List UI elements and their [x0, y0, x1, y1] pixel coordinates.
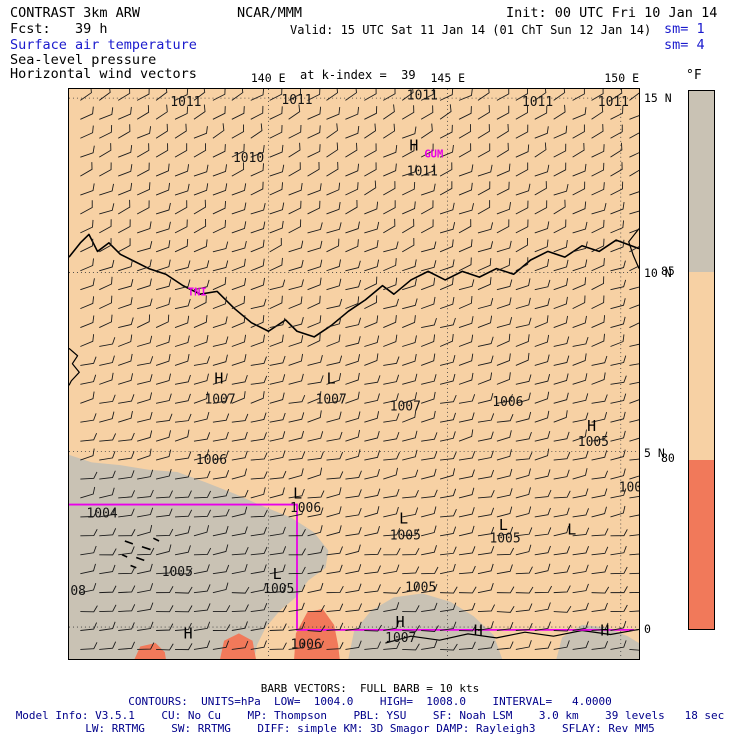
- pressure-value-label: 1005: [489, 532, 520, 547]
- high-marker: H: [587, 417, 596, 435]
- colorbar-segment: [689, 91, 714, 273]
- pressure-contour: [385, 628, 639, 644]
- model-title: CONTRAST 3km ARW: [10, 5, 141, 21]
- island-coastline: [153, 537, 160, 542]
- pressure-contour: [69, 347, 80, 386]
- island-coastline: [141, 545, 151, 551]
- pressure-contour: [69, 233, 639, 338]
- pressure-value-label: 08: [70, 584, 86, 599]
- pressure-value-label: 1011: [522, 95, 553, 110]
- low-marker: L: [567, 521, 576, 539]
- forecast-hour: Fcst: 39 h: [10, 21, 108, 37]
- pressure-value-label: 1004: [87, 507, 118, 522]
- field-temperature-label: Surface air temperature: [10, 37, 197, 53]
- pressure-value-label: 1005: [578, 435, 609, 450]
- inner-domain-boundary: [69, 503, 634, 631]
- pressure-value-label: 1006: [290, 501, 321, 516]
- high-marker: H: [184, 624, 193, 642]
- colorbar-tick-label: 85: [661, 263, 675, 278]
- station-label: GUM: [424, 148, 443, 160]
- lat-tick-label: 10 N: [644, 266, 672, 281]
- high-marker: H: [214, 370, 223, 388]
- lon-tick-label: 140 E: [250, 71, 286, 85]
- model-info-2: LW: RRTMG SW: RRTMG DIFF: simple KM: 3D …: [85, 722, 655, 735]
- colorbar-segment: [689, 272, 714, 460]
- high-marker: H: [600, 622, 609, 640]
- pressure-value-label: 1005: [162, 565, 193, 580]
- low-marker: L: [327, 370, 336, 388]
- low-marker: L: [399, 509, 408, 527]
- map-canvas: 1011 1011 1011 1011 1011 1010 1011 1007 1007 1007…: [68, 88, 640, 660]
- pressure-value-label: 1007: [385, 631, 416, 646]
- temperature-shade-region: [220, 633, 256, 659]
- high-marker: H: [409, 137, 418, 155]
- low-marker: L: [499, 516, 508, 534]
- pressure-value-label: 1011: [281, 93, 312, 108]
- colorbar-title: °F: [686, 68, 702, 83]
- k-index-label: at k-index = 39: [300, 68, 416, 82]
- island-coastline: [124, 540, 134, 545]
- pressure-value-label: 1011: [170, 95, 201, 110]
- pressure-value-label: 1011: [598, 95, 629, 110]
- lat-tick-label: 15 N: [644, 91, 672, 106]
- high-marker: H: [474, 622, 483, 640]
- lon-tick-label: 145 E: [430, 71, 466, 85]
- smooth-1: sm= 1: [664, 21, 705, 37]
- low-marker: L: [293, 484, 302, 502]
- pressure-value-label: 100: [619, 480, 640, 495]
- temperature-shade-region: [134, 643, 166, 659]
- wind-barbs-layer: [80, 89, 639, 651]
- pressure-value-label: 1011: [407, 165, 438, 180]
- colorbar-tick-label: 80: [661, 450, 675, 465]
- pressure-value-label: 1005: [405, 581, 436, 596]
- pressure-value-label: 1005: [390, 528, 421, 543]
- center-name: NCAR/MMM: [237, 5, 303, 21]
- pressure-value-label: 1010: [233, 151, 264, 166]
- pressure-value-label: 1006: [196, 453, 227, 468]
- field-wind-label: Horizontal wind vectors: [10, 66, 197, 82]
- temperature-colorbar: [688, 90, 715, 630]
- temperature-shade-region: [294, 608, 340, 659]
- init-time: Init: 00 UTC Fri 10 Jan 14: [506, 5, 718, 21]
- pressure-contour: [628, 228, 639, 269]
- lon-tick-label: 150 E: [604, 71, 639, 85]
- valid-time: Valid: 15 UTC Sat 11 Jan 14 (01 ChT Sun …: [290, 23, 652, 37]
- pressure-value-label: 1006: [291, 638, 322, 653]
- station-label: TNI: [188, 286, 207, 298]
- low-marker: L: [273, 565, 282, 583]
- lat-tick-label: 0: [644, 621, 651, 636]
- pressure-value-label: 1007: [390, 399, 421, 414]
- pressure-value-label: 1007: [316, 393, 347, 408]
- pressure-value-label: 1006: [492, 395, 523, 410]
- smooth-4: sm= 4: [664, 37, 705, 53]
- contour-legend: CONTOURS: UNITS=hPa LOW= 1004.0 HIGH= 10…: [128, 695, 612, 708]
- colorbar-segment: [689, 459, 714, 629]
- temperature-shade-region: [69, 454, 329, 659]
- lat-tick-label: 5 N: [644, 445, 665, 460]
- high-marker: H: [396, 613, 405, 631]
- pressure-value-label: 1005: [263, 582, 294, 597]
- model-info-1: Model Info: V3.5.1 CU: No Cu MP: Thompso…: [15, 709, 725, 722]
- barb-legend: BARB VECTORS: FULL BARB = 10 kts: [260, 682, 480, 695]
- island-coastline: [130, 564, 137, 569]
- pressure-value-label: 1011: [407, 88, 438, 103]
- field-pressure-label: Sea-level pressure: [10, 52, 157, 68]
- island-coastline: [121, 553, 128, 558]
- island-coastline: [135, 556, 145, 562]
- pressure-value-label: 1007: [204, 393, 235, 408]
